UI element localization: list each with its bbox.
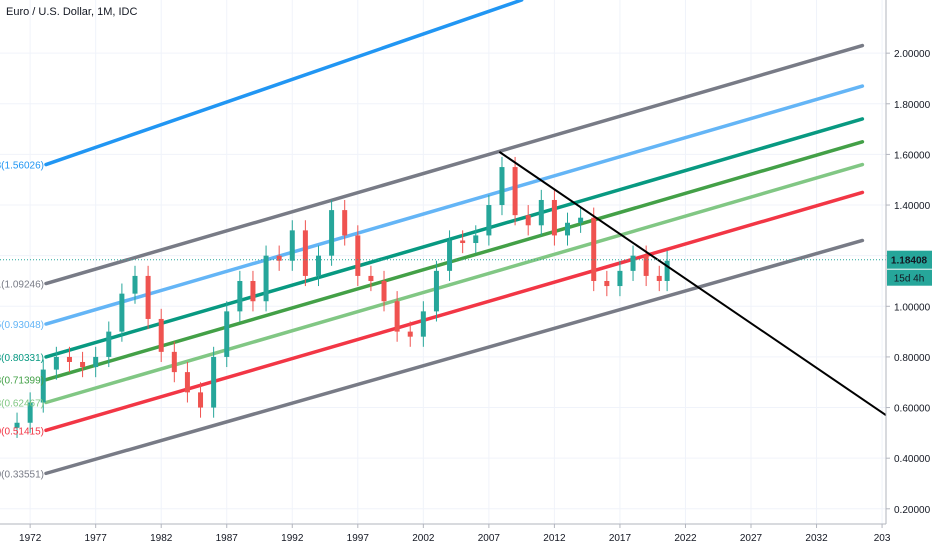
level-label-2: 5(0.93048) — [0, 320, 44, 331]
y-tick-label: 0.80000 — [894, 353, 931, 364]
candle-body — [355, 235, 361, 276]
y-tick-label: 1.40000 — [894, 201, 931, 212]
y-tick-label: 1.00000 — [894, 302, 931, 313]
candle-body — [80, 361, 86, 368]
candle-body — [394, 301, 400, 332]
candle-body — [407, 331, 413, 337]
candle-body — [198, 392, 204, 408]
candle-body — [171, 351, 177, 373]
channel-line-3 — [44, 117, 865, 359]
candle-body — [302, 230, 308, 276]
candle-body — [40, 369, 46, 403]
x-tick-label: 1997 — [347, 533, 370, 544]
channel-line-6 — [44, 190, 865, 433]
y-tick-label: 0.20000 — [894, 505, 931, 516]
x-tick-label: 203 — [874, 533, 891, 544]
channel-line-0 — [44, 0, 524, 167]
candle-body — [315, 255, 321, 276]
candle-body — [617, 270, 623, 287]
symbol-title: Euro / U.S. Dollar, 1M, IDC — [6, 6, 138, 18]
candle-body — [381, 280, 387, 302]
candle-body — [643, 255, 649, 276]
x-tick-label: 1987 — [216, 533, 239, 544]
candle-body — [27, 402, 33, 423]
level-label-3: 8(0.80331) — [0, 353, 44, 364]
channel-line-7 — [44, 238, 865, 476]
candle-body — [460, 240, 466, 244]
y-tick-label: 0.60000 — [894, 404, 931, 415]
candle-body — [525, 215, 531, 226]
x-tick-label: 2012 — [543, 533, 566, 544]
channel-line-5 — [44, 162, 865, 405]
x-tick-label: 2022 — [674, 533, 697, 544]
countdown-badge — [887, 269, 932, 286]
candle-body — [591, 217, 597, 281]
trend-line — [498, 151, 887, 416]
candle-body — [53, 356, 59, 370]
candle-body — [342, 210, 348, 236]
candle-body — [329, 210, 335, 256]
x-tick-label: 1977 — [85, 533, 108, 544]
candle-body — [538, 199, 544, 226]
candle-body — [106, 331, 112, 357]
candle-body — [211, 356, 217, 408]
level-label-1: 1(1.09246) — [0, 280, 44, 291]
price-badge-text: 1.18408 — [891, 256, 928, 267]
y-tick-label: 0.40000 — [894, 454, 931, 465]
candle-body — [420, 311, 426, 337]
x-tick-label: 2002 — [412, 533, 435, 544]
y-tick-label: 1.60000 — [894, 150, 931, 161]
candle-body — [656, 275, 662, 281]
candle-body — [565, 222, 571, 236]
x-tick-label: 2027 — [740, 533, 763, 544]
candle-body — [250, 280, 256, 302]
candle-body — [184, 372, 190, 393]
candle-body — [473, 235, 479, 244]
candle-body — [512, 167, 518, 216]
candle-body — [630, 255, 636, 271]
candle-body — [289, 230, 295, 261]
level-label-4: 8(0.71399) — [0, 376, 44, 387]
candle-body — [224, 311, 230, 357]
candle-body — [119, 293, 125, 332]
candle-body — [66, 356, 72, 362]
candle-body — [276, 255, 282, 261]
x-tick-label: 2017 — [609, 533, 632, 544]
candle-body — [578, 217, 584, 223]
candle-body — [237, 280, 243, 312]
x-tick-label: 2032 — [805, 533, 828, 544]
channel-line-2 — [44, 84, 865, 326]
level-label-5: 8(0.62467) — [0, 398, 44, 409]
candle-body — [433, 270, 439, 312]
candle-body — [263, 255, 269, 302]
candle-body — [158, 318, 164, 352]
candle-body — [486, 205, 492, 236]
candle-body — [551, 199, 557, 236]
candle-body — [368, 275, 374, 281]
candle-body — [145, 275, 151, 319]
candle-body — [499, 167, 505, 206]
x-tick-label: 1992 — [281, 533, 304, 544]
x-tick-label: 1972 — [19, 533, 42, 544]
level-label-0: 8(1.56026) — [0, 161, 44, 172]
candle-body — [664, 260, 670, 281]
level-label-7: 0(0.33551) — [0, 469, 44, 480]
channel-line-1 — [44, 43, 865, 286]
level-label-6: 0(0.51415) — [0, 426, 44, 437]
y-tick-label: 2.00000 — [894, 49, 931, 60]
price-badge — [887, 250, 932, 269]
candle-body — [14, 422, 20, 428]
x-tick-label: 2007 — [478, 533, 501, 544]
candle-body — [604, 280, 610, 287]
candle-body — [447, 240, 453, 271]
channel-line-4 — [44, 140, 865, 382]
x-tick-label: 1982 — [150, 533, 173, 544]
countdown-badge-text: 15d 4h — [894, 274, 925, 285]
y-tick-label: 1.80000 — [894, 100, 931, 111]
candle-body — [132, 275, 138, 294]
candle-body — [93, 356, 99, 368]
